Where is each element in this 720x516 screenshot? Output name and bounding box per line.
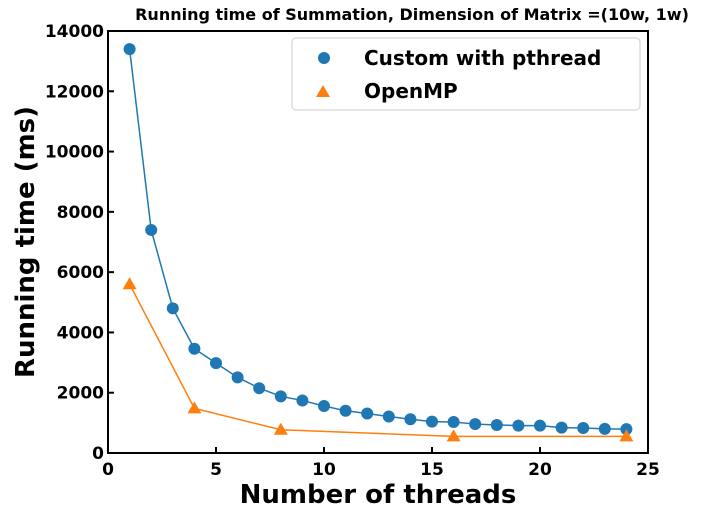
data-point-pthread	[253, 382, 266, 395]
legend-marker-openmp	[316, 85, 330, 97]
y-tick-label: 6000	[57, 263, 104, 283]
data-point-pthread	[426, 415, 438, 428]
y-tick-label: 14000	[45, 22, 104, 42]
data-point-openmp	[122, 277, 137, 290]
data-point-pthread	[210, 357, 222, 370]
data-point-pthread	[577, 421, 590, 434]
x-tick-label: 15	[420, 460, 444, 480]
data-point-openmp	[187, 401, 202, 414]
x-tick-label: 5	[210, 460, 222, 480]
data-point-pthread	[598, 422, 611, 435]
data-point-pthread	[447, 415, 460, 428]
y-tick-label: 2000	[57, 384, 104, 404]
y-tick-label: 10000	[45, 143, 104, 163]
data-point-pthread	[512, 419, 525, 432]
plot-frame	[107, 30, 649, 454]
data-point-pthread	[555, 421, 568, 434]
y-tick-label: 8000	[57, 203, 104, 223]
data-point-pthread	[296, 394, 309, 407]
data-point-pthread	[490, 418, 503, 431]
legend-label-openmp: OpenMP	[364, 79, 458, 103]
legend: Custom with pthread OpenMP	[291, 37, 641, 111]
data-point-pthread	[145, 223, 158, 236]
legend-marker-pthread	[318, 52, 330, 64]
data-point-pthread	[274, 390, 287, 403]
legend-box	[291, 37, 641, 111]
data-point-pthread	[231, 371, 244, 384]
data-point-pthread	[361, 407, 374, 420]
x-tick-label: 25	[636, 460, 660, 480]
data-point-pthread	[188, 342, 201, 355]
data-point-openmp	[619, 429, 634, 442]
data-point-pthread	[318, 399, 330, 412]
series-line-1	[128, 283, 627, 438]
x-tick-label: 20	[528, 460, 552, 480]
y-tick-label: 4000	[57, 323, 104, 343]
chart-title: Running time of Summation, Dimension of …	[135, 5, 689, 24]
x-axis-label: Number of threads	[240, 480, 517, 510]
data-point-pthread	[123, 43, 136, 56]
data-point-pthread	[166, 302, 179, 315]
data-point-pthread	[404, 413, 417, 426]
data-point-pthread	[382, 410, 395, 423]
data-point-pthread	[620, 423, 633, 436]
data-point-openmp	[446, 429, 461, 442]
y-tick-label: 0	[92, 444, 104, 464]
y-axis-label: Running time (ms)	[11, 106, 41, 378]
data-point-pthread	[534, 419, 546, 432]
data-point-openmp	[273, 422, 288, 435]
legend-label-pthread: Custom with pthread	[364, 46, 601, 70]
data-point-pthread	[339, 404, 352, 417]
data-point-pthread	[469, 418, 482, 431]
x-tick-label: 10	[312, 460, 336, 480]
y-tick-label: 12000	[45, 82, 104, 102]
x-tick-label: 0	[102, 460, 114, 480]
